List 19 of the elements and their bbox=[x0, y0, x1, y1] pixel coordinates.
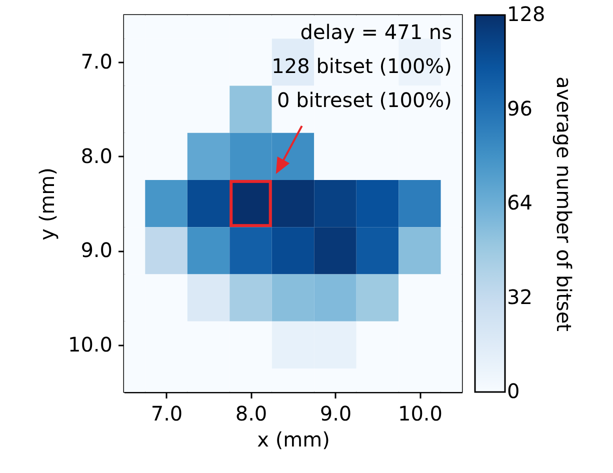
y-axis-title: y (mm) bbox=[34, 168, 59, 240]
color-bar-label: 128 bbox=[507, 2, 546, 26]
color-bar-label: 64 bbox=[507, 190, 532, 214]
y-tick-label: 7.0 bbox=[80, 50, 112, 74]
y-tick-label: 9.0 bbox=[80, 238, 112, 262]
x-tick-label: 10.0 bbox=[398, 402, 443, 426]
y-tick-label: 8.0 bbox=[80, 144, 112, 168]
x-tick-label: 9.0 bbox=[320, 402, 352, 426]
x-tick-label: 7.0 bbox=[150, 402, 183, 426]
color-bar-label: 32 bbox=[507, 284, 532, 309]
color-bar-label: 96 bbox=[507, 96, 532, 120]
annotation: delay = 471 ns bbox=[300, 20, 452, 44]
annotation: 0 bitreset (100%) bbox=[277, 88, 452, 112]
x-axis-title: x (mm) bbox=[257, 428, 330, 452]
color-bar-label: 0 bbox=[507, 379, 520, 403]
x-tick-label: 8.0 bbox=[235, 402, 268, 426]
color-bar-title: average number of bitset bbox=[552, 76, 576, 332]
y-tick-label: 10.0 bbox=[68, 332, 112, 356]
annotation: 128 bitset (100%) bbox=[272, 54, 452, 78]
